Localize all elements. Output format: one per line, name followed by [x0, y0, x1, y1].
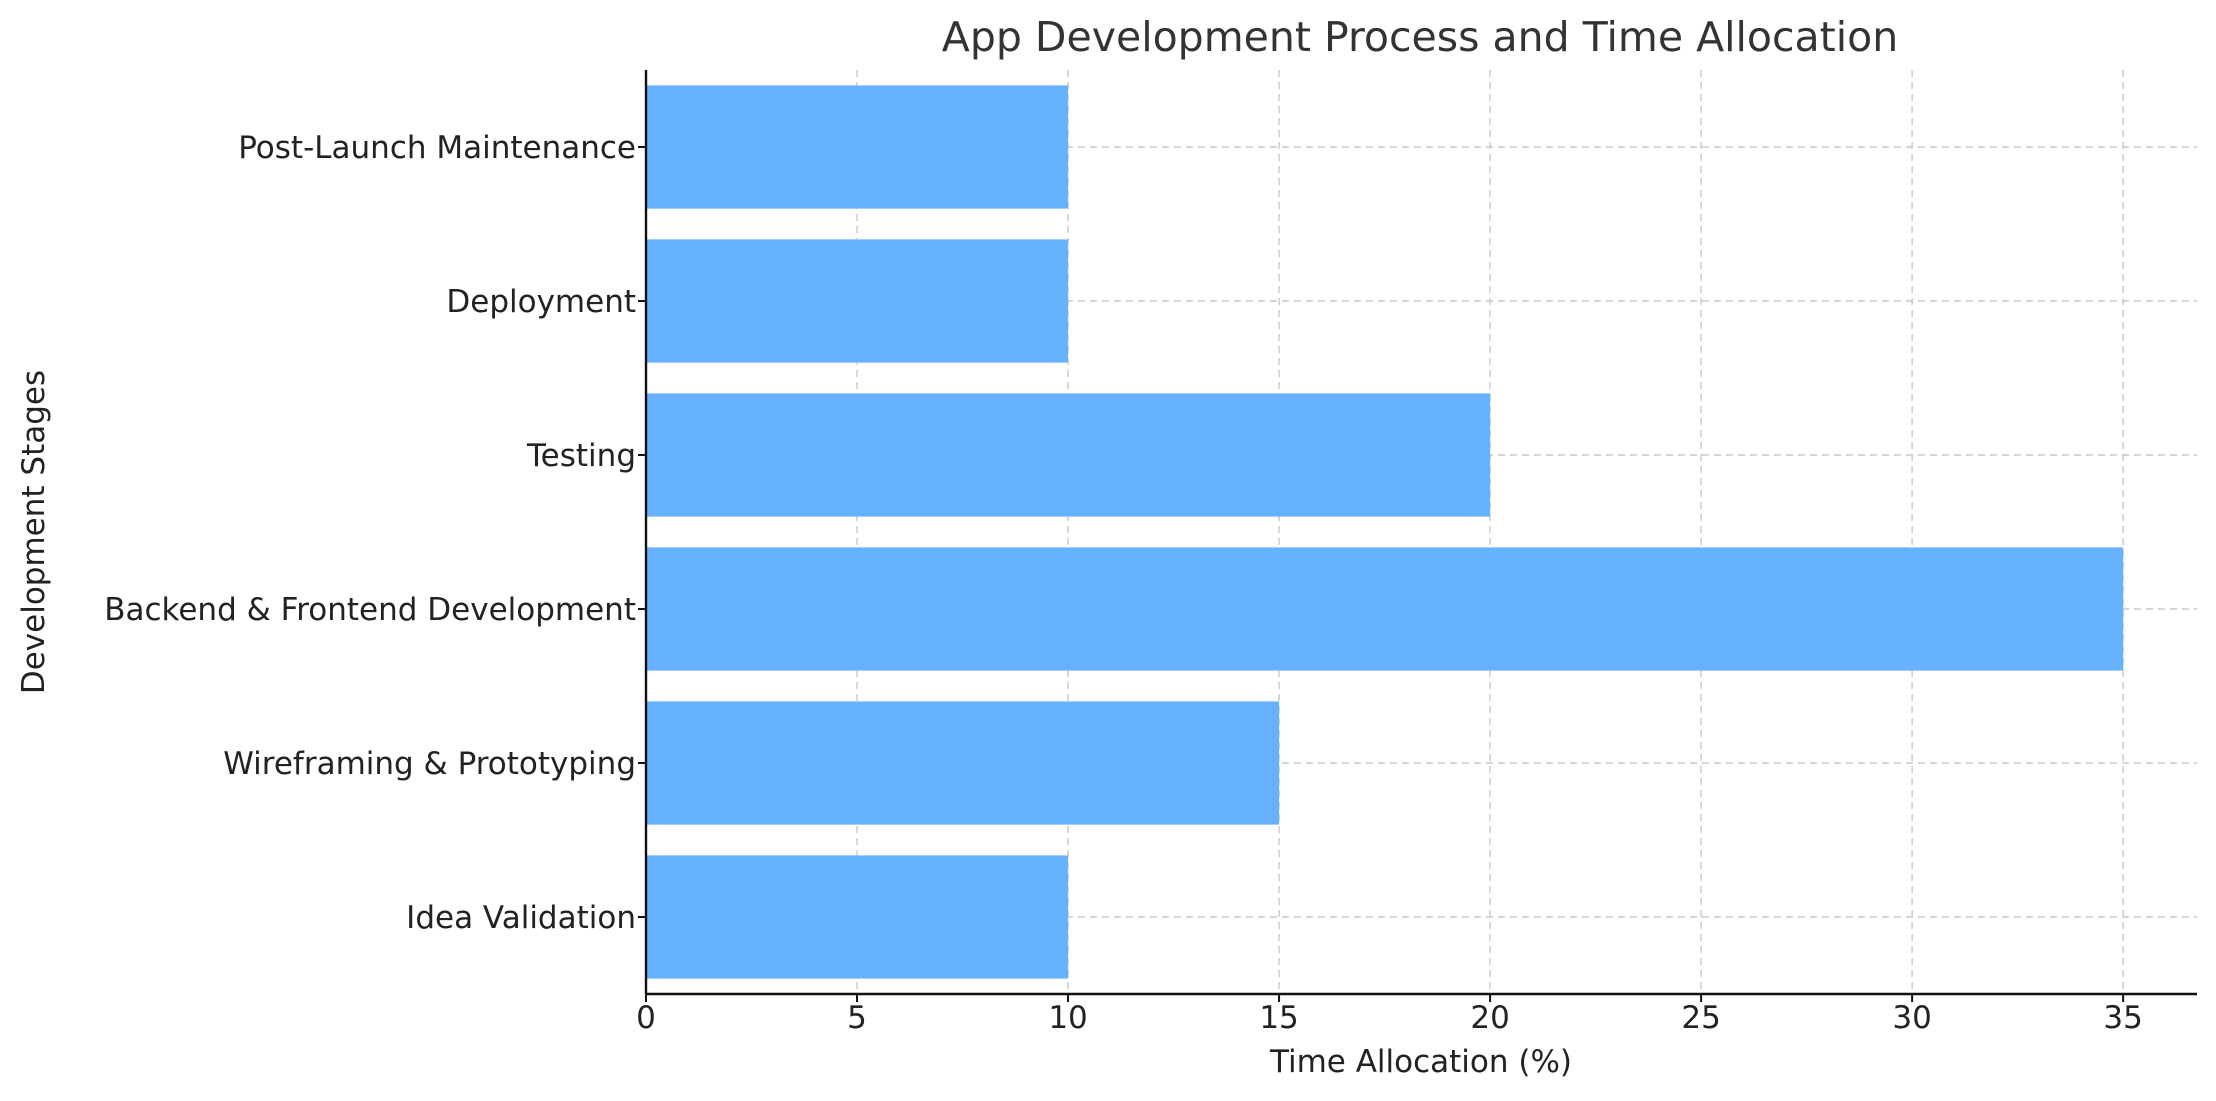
- chart-title: App Development Process and Time Allocat…: [942, 13, 1898, 61]
- bar: [646, 855, 1069, 979]
- category-label: Wireframing & Prototyping: [223, 746, 636, 782]
- bars: [646, 85, 2124, 979]
- category-label: Idea Validation: [406, 900, 636, 936]
- x-tick-label: 20: [1470, 1000, 1509, 1036]
- category-label: Backend & Frontend Development: [104, 592, 636, 628]
- bar: [646, 393, 1491, 517]
- category-label: Deployment: [446, 284, 636, 320]
- y-ticks: Idea Validation Wireframing & Prototyping…: [104, 130, 646, 936]
- x-tick-label: 15: [1259, 1000, 1298, 1036]
- x-ticks: 0 5 10 15 20 25 30 35: [636, 994, 2143, 1036]
- x-tick-label: 30: [1892, 1000, 1931, 1036]
- bar: [646, 85, 1069, 209]
- bar: [646, 239, 1069, 363]
- x-tick-label: 35: [2103, 1000, 2142, 1036]
- category-label: Testing: [526, 438, 636, 474]
- bar: [646, 547, 2124, 671]
- x-tick-label: 10: [1048, 1000, 1087, 1036]
- x-tick-label: 25: [1681, 1000, 1720, 1036]
- y-axis-label: Development Stages: [16, 370, 52, 694]
- category-label: Post-Launch Maintenance: [238, 130, 636, 166]
- x-tick-label: 0: [636, 1000, 656, 1036]
- bar: [646, 701, 1280, 825]
- x-axis-label: Time Allocation (%): [1269, 1044, 1572, 1080]
- x-tick-label: 5: [847, 1000, 867, 1036]
